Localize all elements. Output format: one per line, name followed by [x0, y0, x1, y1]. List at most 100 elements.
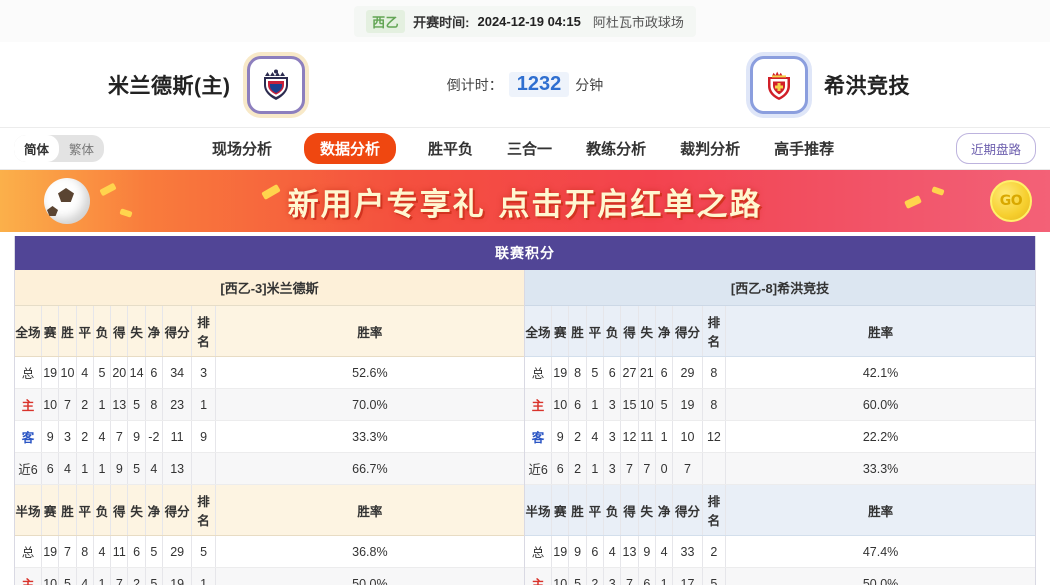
away-standings: [西乙-8]希洪竞技 全场 赛 胜 平 负 得 失 净 得分 排名 胜率: [525, 270, 1035, 585]
col-lose: 负: [603, 306, 622, 357]
table-cell: 4: [586, 420, 605, 453]
language-toggle[interactable]: 简体 繁体: [14, 135, 105, 162]
col-points: 得分: [672, 306, 703, 357]
tab-three-in-one[interactable]: 三合一: [507, 141, 553, 158]
countdown-unit: 分钟: [575, 76, 604, 93]
tab-expert-picks[interactable]: 高手推荐: [774, 141, 835, 158]
row-scope-label: 近6: [15, 452, 43, 485]
table-header-row: 半场 赛 胜 平 负 得 失 净 得分 排名 胜率: [525, 485, 1035, 536]
promo-banner[interactable]: 新用户专享礼 点击开启红单之路 GO: [0, 170, 1050, 232]
col-points: 得分: [162, 306, 193, 357]
row-scope-label: 近6: [525, 452, 553, 485]
table-cell: 6: [586, 535, 605, 568]
row-scope-label: 主: [525, 567, 553, 585]
home-half-table: 半场 赛 胜 平 负 得 失 净 得分 排名 胜率 总 19 7 8 4 11 6 5 29 5 3…: [15, 485, 524, 585]
table-row: 总 19 9 6 4 13 9 4 33 2 47.4%: [525, 535, 1035, 568]
table-cell: 22.2%: [725, 420, 1035, 453]
table-cell: 50.0%: [215, 567, 524, 585]
table-cell: 5: [58, 567, 77, 585]
table-cell: 5: [145, 567, 164, 585]
table-cell: 6: [41, 452, 60, 485]
table-cell: 4: [145, 452, 164, 485]
col-goals-for: 得: [110, 306, 129, 357]
col-goals-against: 失: [638, 306, 656, 357]
table-cell: 66.7%: [215, 452, 524, 485]
table-cell: 12: [620, 420, 639, 453]
row-scope-label: 主: [15, 567, 43, 585]
col-played: 赛: [41, 485, 60, 536]
table-cell: 10: [41, 388, 60, 421]
col-points: 得分: [162, 485, 193, 536]
table-cell: 10: [672, 420, 703, 453]
tab-win-draw-lose[interactable]: 胜平负: [428, 141, 474, 158]
table-cell: 1: [586, 388, 605, 421]
table-cell: 23: [162, 388, 193, 421]
table-cell: 2: [76, 420, 94, 453]
table-cell: 7: [58, 388, 77, 421]
table-cell: 15: [620, 388, 639, 421]
col-draw: 平: [76, 485, 94, 536]
col-goal-diff: 净: [655, 485, 674, 536]
table-cell: 5: [93, 356, 112, 389]
home-standings-header: [西乙-3]米兰德斯: [15, 270, 524, 306]
table-cell: 3: [603, 452, 622, 485]
table-cell: 1: [655, 420, 674, 453]
sparkle-icon: [931, 186, 945, 196]
table-row: 近6 6 4 1 1 9 5 4 13 66.7%: [15, 452, 524, 485]
away-full-table: 全场 赛 胜 平 负 得 失 净 得分 排名 胜率 总 19 8 5 6 27 21 6 29 8…: [525, 306, 1035, 485]
countdown: 倒计时： 1232 分钟: [0, 72, 1050, 97]
table-cell: 14: [127, 356, 146, 389]
table-cell: 8: [145, 388, 164, 421]
table-header-row: 半场 赛 胜 平 负 得 失 净 得分 排名 胜率: [15, 485, 524, 536]
standings-title: 联赛积分: [15, 236, 1035, 270]
tab-referee-analysis[interactable]: 裁判分析: [680, 141, 741, 158]
home-team[interactable]: 米兰德斯(主): [108, 55, 305, 114]
table-cell: 6: [603, 356, 622, 389]
table-cell: 17: [672, 567, 703, 585]
table-cell: 7: [110, 420, 129, 453]
table-cell: 2: [76, 388, 94, 421]
col-lose: 负: [603, 485, 622, 536]
table-cell: 20: [110, 356, 129, 389]
table-cell: 2: [702, 535, 727, 568]
tab-live-analysis[interactable]: 现场分析: [212, 141, 273, 158]
table-cell: 19: [551, 535, 570, 568]
table-cell: -2: [145, 420, 164, 453]
lang-simplified[interactable]: 简体: [14, 135, 60, 162]
table-cell: 19: [162, 567, 193, 585]
table-row: 总 19 10 4 5 20 14 6 34 3 52.6%: [15, 356, 524, 389]
col-goals-against: 失: [638, 485, 656, 536]
lang-traditional[interactable]: 繁体: [69, 143, 95, 157]
col-goals-against: 失: [127, 306, 146, 357]
col-win-rate: 胜率: [725, 306, 1035, 357]
table-cell: 9: [41, 420, 60, 453]
countdown-label: 倒计时：: [446, 76, 503, 93]
league-badge: 西乙: [366, 9, 406, 33]
promo-go-button[interactable]: GO: [990, 180, 1032, 222]
away-half-body: 总19964139433247.4%主1052376117550.0%客9441…: [525, 535, 1035, 585]
table-cell: 13: [620, 535, 639, 568]
table-cell: 1: [93, 567, 112, 585]
col-lose: 负: [93, 485, 112, 536]
sparkle-icon: [261, 184, 281, 200]
table-cell: 0: [655, 452, 674, 485]
tab-data-analysis[interactable]: 数据分析: [304, 133, 397, 164]
table-cell: 10: [58, 356, 77, 389]
table-cell: 6: [568, 388, 587, 421]
table-cell: 19: [41, 356, 60, 389]
table-cell: 4: [655, 535, 674, 568]
table-cell: 60.0%: [725, 388, 1035, 421]
table-cell: 4: [603, 535, 622, 568]
col-played: 赛: [551, 485, 570, 536]
recent-odds-button[interactable]: 近期盘路: [955, 133, 1036, 164]
tab-coach-analysis[interactable]: 教练分析: [586, 141, 647, 158]
col-goals-for: 得: [620, 485, 639, 536]
away-team[interactable]: 希洪竞技: [750, 55, 910, 114]
col-rank: 排名: [702, 306, 727, 357]
table-cell: 5: [127, 452, 146, 485]
table-cell: 19: [41, 535, 60, 568]
table-row: 主 10 5 4 1 7 2 5 19 1 50.0%: [15, 567, 524, 585]
col-played: 赛: [551, 306, 570, 357]
table-cell: 10: [551, 388, 570, 421]
row-scope-label: 总: [525, 356, 553, 389]
